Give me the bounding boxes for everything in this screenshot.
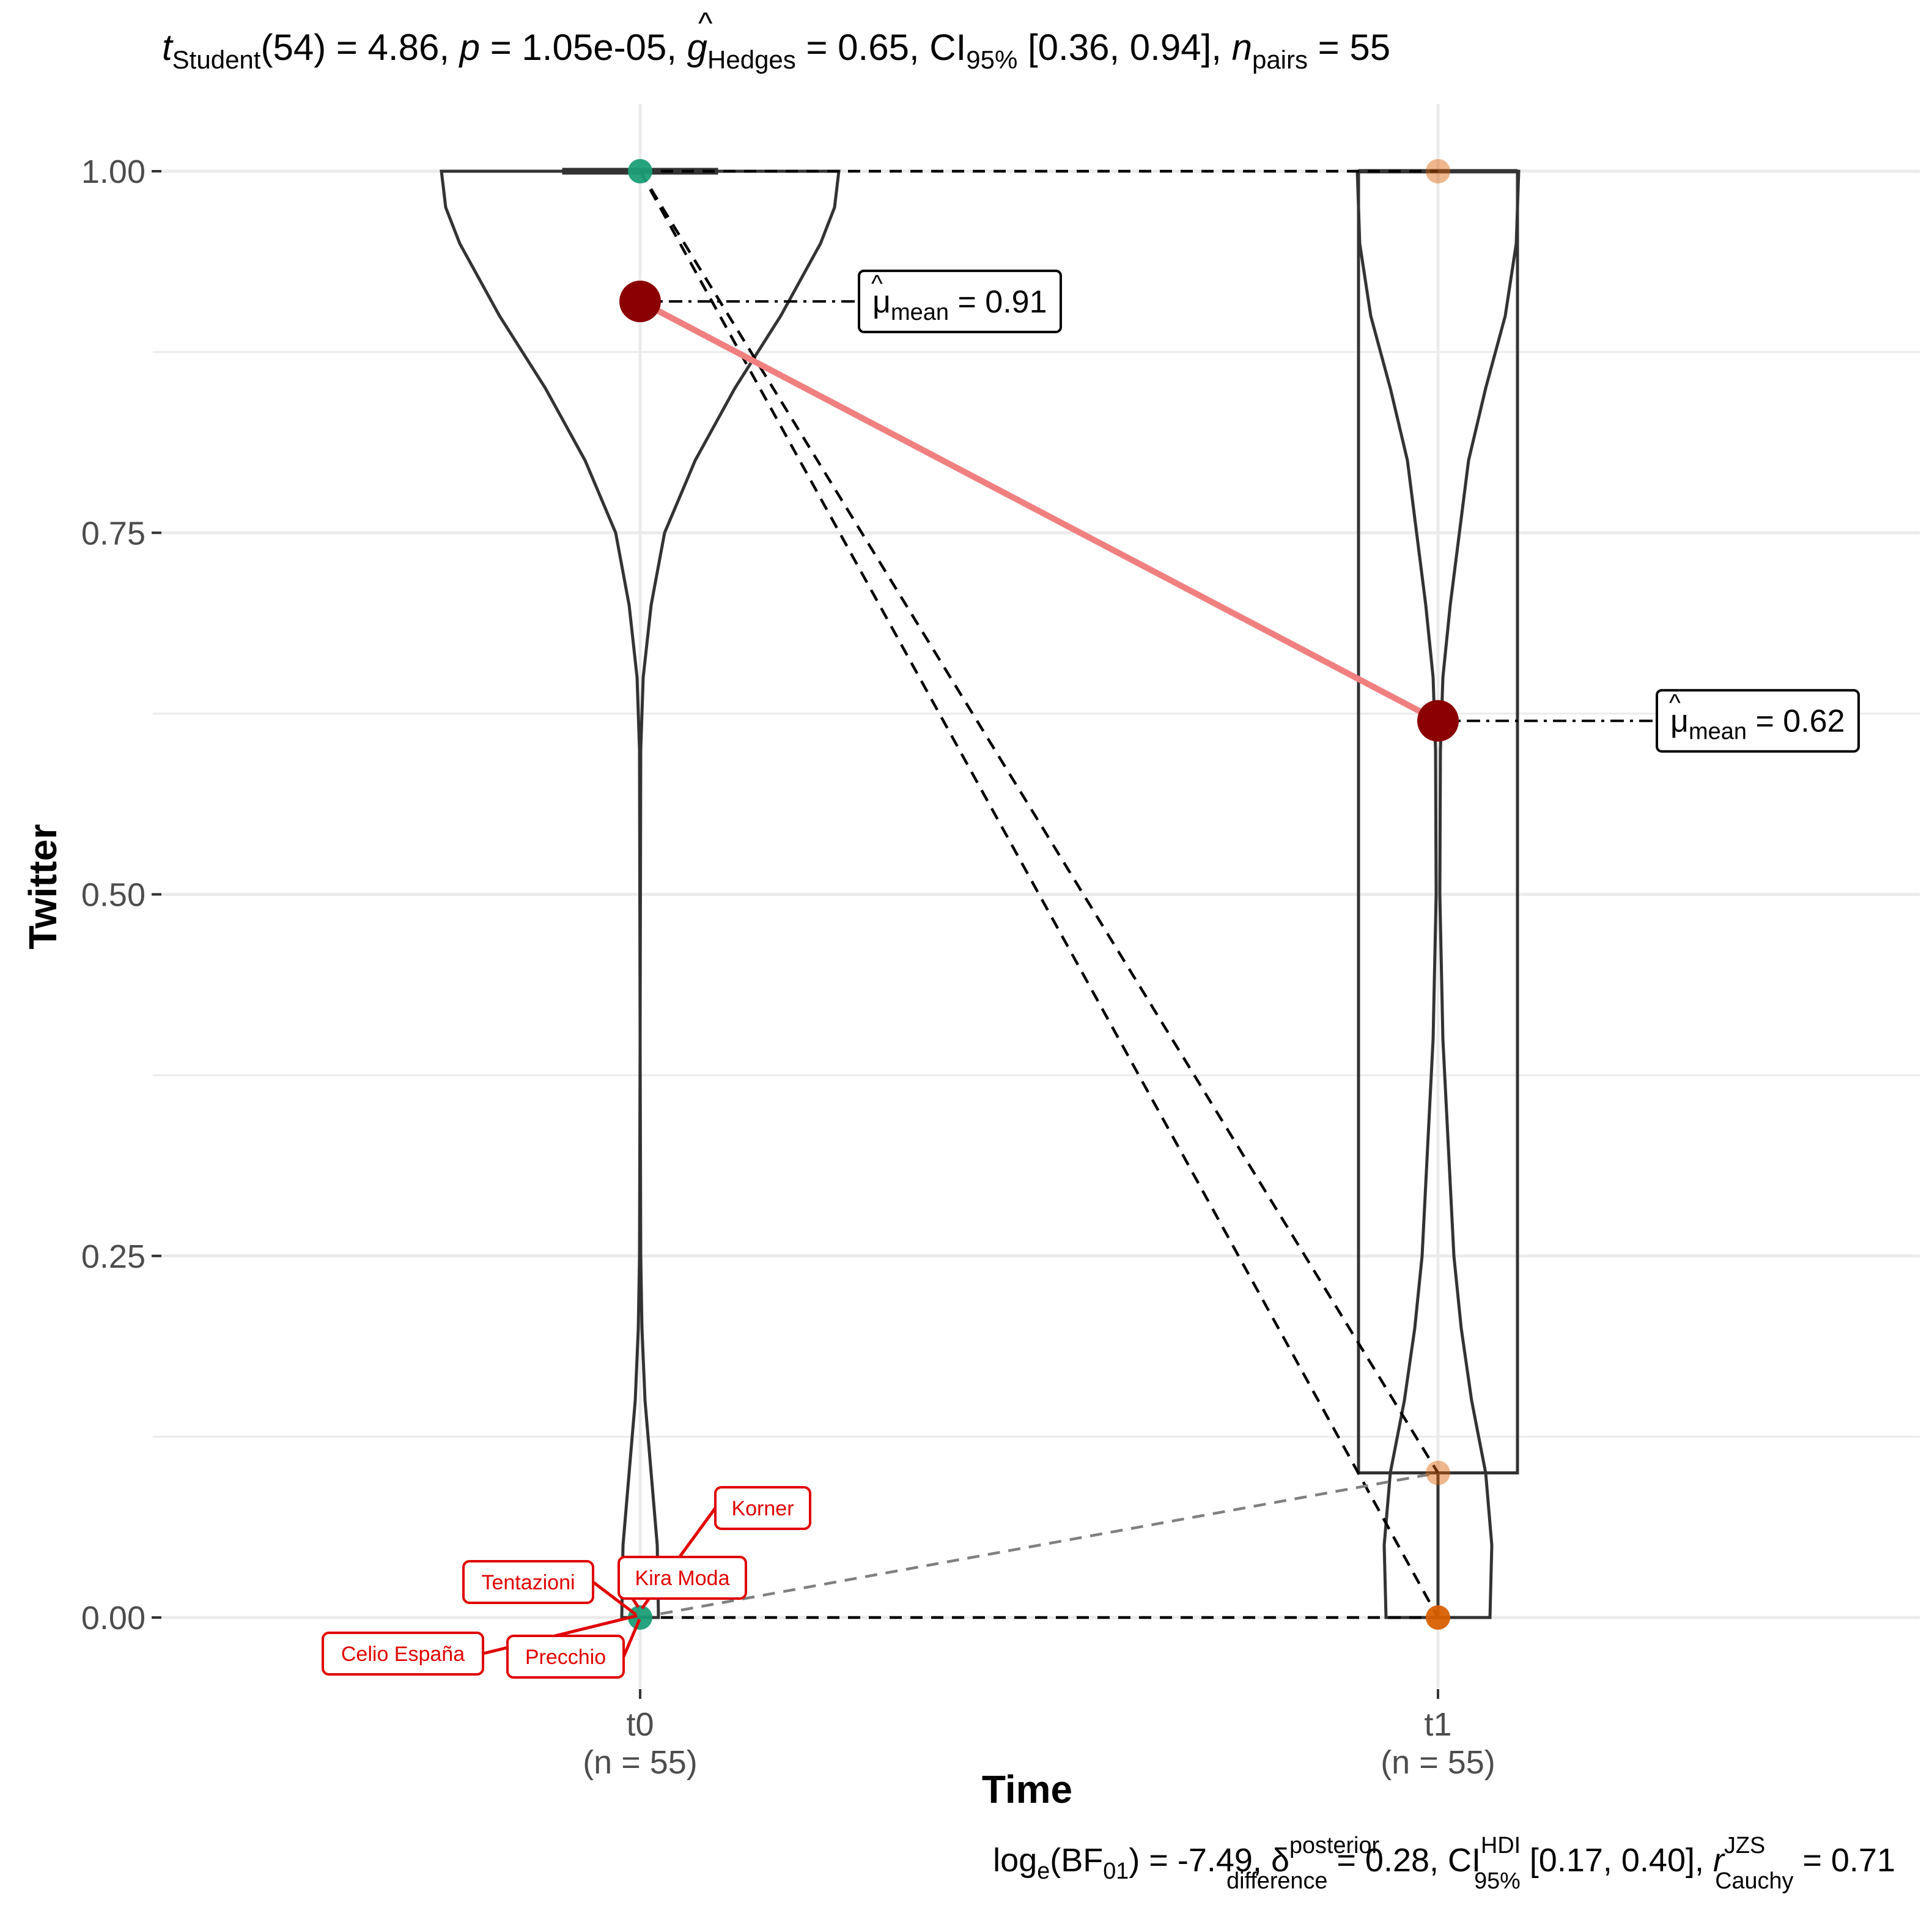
x-tick-count-t0: (n = 55) <box>583 1744 698 1781</box>
title-n-value: = 55 <box>1308 27 1390 68</box>
title-p-value: = 1.05e-05, <box>480 27 687 68</box>
caption-r-sub: Cauchy <box>1715 1868 1793 1894</box>
mean-label-value: = 0.62 <box>1747 704 1845 739</box>
y-axis-title: Twitter <box>21 824 65 949</box>
outlier-label-box <box>322 1632 484 1676</box>
outlier-connector <box>622 1619 641 1657</box>
title-p-symbol: p <box>459 27 480 68</box>
caption-delta-sup: posterior <box>1289 1833 1379 1858</box>
outlier-label-box <box>506 1635 625 1679</box>
paired-line-3 <box>640 1471 1439 1619</box>
data-points <box>628 159 1450 1630</box>
caption-delta-value: = 0.28, <box>1327 1842 1448 1879</box>
caption-bf-sub: 01 <box>1103 1858 1129 1884</box>
mean-label-box-t1 <box>1656 689 1860 753</box>
title-t-symbol: t <box>162 27 174 68</box>
mean-point-t1 <box>1417 700 1459 742</box>
mean-line <box>638 298 1440 724</box>
grid <box>153 104 1920 1688</box>
y-tick-label: 0.75 <box>81 515 146 552</box>
caption-delta: δ <box>1271 1842 1289 1879</box>
caption-log-sub: e <box>1037 1858 1050 1884</box>
caption-ci-sup: HDI <box>1481 1833 1521 1858</box>
mean-label-value: = 0.91 <box>949 284 1047 320</box>
title-t-value: (54) = 4.86, <box>260 27 459 68</box>
violin-t0 <box>440 169 841 1619</box>
y-tick-label: 1.00 <box>81 153 146 190</box>
caption-ci-sub: 95% <box>1474 1868 1521 1894</box>
caption-ci: CI <box>1448 1842 1481 1879</box>
point-t1 <box>1426 159 1450 183</box>
mean-label-box-t0 <box>858 269 1062 333</box>
x-tick-count-t1: (n = 55) <box>1381 1744 1495 1781</box>
mean-label-symbol: μ <box>1670 704 1689 739</box>
caption-bf: (BF <box>1050 1842 1103 1879</box>
outlier-label: Celio España <box>341 1643 465 1666</box>
paired-line-2 <box>639 170 1439 1619</box>
title-text: tStudent(54) = 4.86, p = 1.05e-05, gHedg… <box>162 27 1390 74</box>
paired-lines <box>639 169 1439 1619</box>
point-t0 <box>628 159 652 183</box>
x-tick-label-t0: t0 <box>626 1706 654 1743</box>
x-axis-title: Time <box>982 1767 1072 1811</box>
caption-delta-sub: difference <box>1226 1868 1327 1894</box>
mean-points: μmean = 0.91^μmean = 0.62^ <box>619 269 1860 753</box>
mean-connect-line <box>638 298 1440 724</box>
outlier-label: Precchio <box>525 1646 606 1669</box>
title-hat-g: ^ <box>698 6 713 40</box>
paired-line-1 <box>639 170 1439 1474</box>
outlier-label: Kira Moda <box>635 1567 730 1590</box>
y-tick-label: 0.50 <box>81 877 146 914</box>
outlier-labels: Korner Tentazioni Kira Moda Celio España Pre… <box>322 1486 811 1679</box>
outlier-label-box <box>618 1556 747 1600</box>
caption-text: loge(BF01) = -7.49, δposterior difference… <box>993 1833 1895 1894</box>
mean-label-hat: ^ <box>871 270 883 297</box>
mean-label-symbol: μ <box>872 284 891 320</box>
outlier-label-box <box>714 1486 811 1530</box>
point-t1 <box>1426 1460 1450 1485</box>
title-ci-value: [0.36, 0.94], <box>1017 27 1231 68</box>
title-ci-sub: 95% <box>966 45 1017 74</box>
title-g-sub: Hedges <box>707 45 796 74</box>
mean-label-t0: μmean = 0.91 <box>872 284 1047 325</box>
y-tick-label: 0.25 <box>81 1238 146 1275</box>
outlier-connector <box>592 1581 637 1616</box>
mean-point-t0 <box>619 280 661 322</box>
caption-bf-value: ) = -7.49, <box>1129 1842 1271 1879</box>
y-axis: 0.00 0.25 0.50 0.75 1.00 <box>81 153 161 1636</box>
outlier-label-box <box>462 1560 594 1604</box>
mean-label-t1: μmean = 0.62 <box>1670 704 1845 745</box>
caption-log: log <box>993 1842 1037 1879</box>
mean-label-sub: mean <box>891 300 949 325</box>
title-n-sub: pairs <box>1252 45 1308 74</box>
caption-r-sup: JZS <box>1724 1833 1765 1858</box>
title-g-value: = 0.65, <box>796 27 930 68</box>
point-t1 <box>1426 1605 1450 1630</box>
caption-ci-value: [0.17, 0.40], <box>1521 1842 1713 1879</box>
y-tick-label: 0.00 <box>81 1600 146 1636</box>
x-tick-label-t1: t1 <box>1424 1706 1451 1743</box>
title-g-symbol: g <box>687 27 707 68</box>
caption-r: r <box>1713 1842 1725 1879</box>
title-ci-symbol: CI <box>929 27 966 68</box>
plot-title: tStudent(54) = 4.86, p = 1.05e-05, gHedg… <box>162 6 1390 74</box>
mean-label-sub: mean <box>1689 719 1747 745</box>
outlier-label: Korner <box>731 1497 794 1520</box>
title-t-sub: Student <box>172 45 261 74</box>
caption-r-value: = 0.71 <box>1793 1842 1895 1879</box>
plot-caption: loge(BF01) = -7.49, δposterior difference… <box>993 1833 1895 1894</box>
outlier-label: Tentazioni <box>481 1571 575 1594</box>
mean-label-hat: ^ <box>1669 690 1681 717</box>
title-n-symbol: n <box>1232 27 1252 68</box>
x-axis: t0(n = 55)t1(n = 55) <box>583 1689 1495 1781</box>
